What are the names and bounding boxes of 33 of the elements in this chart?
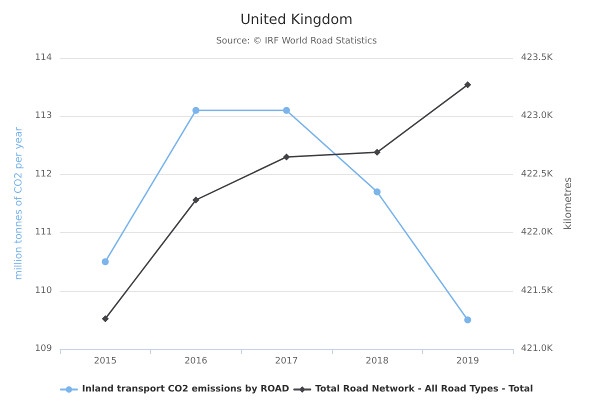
- chart-subtitle: Source: © IRF World Road Statistics: [216, 36, 378, 46]
- y-axis-title: million tonnes of CO2 per year: [13, 126, 24, 280]
- y-tick-label: 111: [34, 228, 52, 238]
- point: [464, 81, 472, 88]
- y2-tick-label: 421.5K: [521, 286, 554, 296]
- point: [192, 106, 200, 114]
- x-tick-label: 2015: [94, 356, 117, 366]
- point: [102, 315, 109, 322]
- point: [464, 316, 472, 324]
- y2-tick-label: 423.0K: [521, 111, 554, 122]
- y-tick-label: 112: [34, 169, 52, 180]
- y2-tick-label: 422.5K: [521, 169, 554, 180]
- point: [374, 148, 381, 156]
- point: [374, 188, 381, 196]
- point: [192, 196, 200, 204]
- x-tick-label: 2016: [184, 356, 208, 366]
- x-tick-label: 2017: [275, 356, 298, 366]
- point: [102, 258, 109, 266]
- chart-title: United Kingdom: [240, 12, 353, 28]
- x-tick-label: 2018: [366, 356, 389, 366]
- y2-tick-label: 423.5K: [521, 53, 554, 63]
- y-tick-label: 114: [34, 53, 52, 63]
- legend-label: Total Road Network - All Road Types - Total: [315, 384, 534, 394]
- y-tick-label: 110: [34, 286, 52, 296]
- y2-tick-label: 422.0K: [521, 228, 554, 238]
- point: [283, 153, 290, 160]
- x-tick-label: 2019: [456, 356, 480, 366]
- y-tick-label: 113: [34, 111, 52, 122]
- y-tick-label: 109: [34, 344, 52, 354]
- y2-tick-label: 421.0K: [521, 344, 554, 354]
- point: [283, 106, 290, 114]
- y2-axis-title: kilometres: [563, 177, 574, 230]
- legend-label: Inland transport CO2 emissions by ROAD: [82, 384, 290, 394]
